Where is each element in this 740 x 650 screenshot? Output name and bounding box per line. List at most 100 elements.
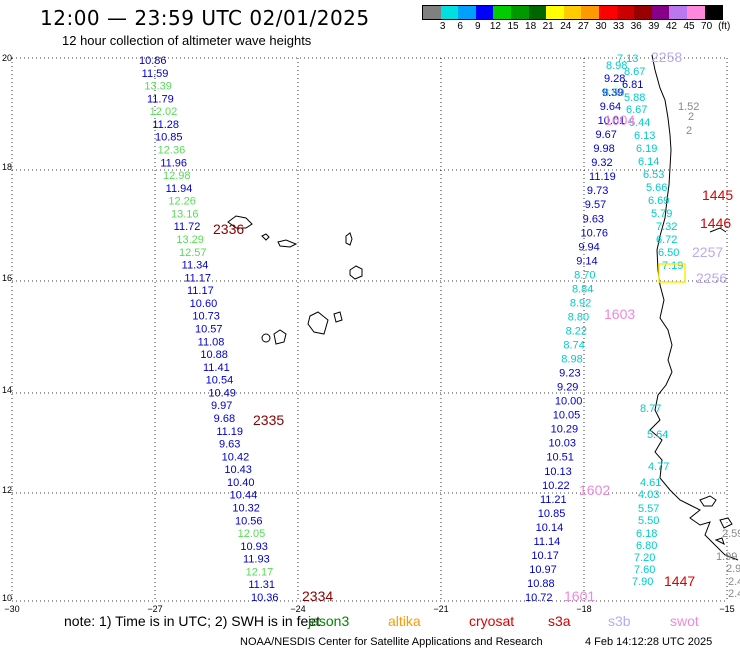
wave-height-value: 6.69 <box>648 195 669 207</box>
wave-height-value: 11.41 <box>203 362 230 374</box>
west-africa-coastline <box>649 54 739 561</box>
wave-height-value: 2.4 <box>728 588 740 600</box>
legend-swatch <box>528 6 547 19</box>
legend-swatch <box>686 6 705 19</box>
wave-height-value: 11.19 <box>589 171 616 183</box>
wave-height-value: 12.57 <box>179 247 207 259</box>
wave-height-value: 7.60 <box>634 564 655 576</box>
latitude-label: 10 <box>2 593 12 603</box>
pass-time-label: 1446 <box>700 215 731 231</box>
wave-height-value: 10.72 <box>525 592 553 604</box>
altimeter-pass-west: 10.8611.5913.3911.7912.0211.2810.8512.36… <box>139 55 279 604</box>
legend-swatch <box>546 6 564 19</box>
wave-height-value: 13.16 <box>171 208 199 220</box>
wave-height-value: 10.85 <box>155 132 183 144</box>
pass-time-label: 2336 <box>213 221 244 237</box>
wave-height-value: 10.44 <box>230 490 258 502</box>
wave-height-value: 10.03 <box>548 438 576 450</box>
wave-height-value: 10.93 <box>240 541 268 553</box>
wave-height-value: 9.98 <box>593 143 614 155</box>
wave-height-value: 11.19 <box>216 426 243 438</box>
wave-height-value: 10.32 <box>232 503 260 515</box>
legend-tick-label: 9 <box>475 21 481 32</box>
wave-height-value: 9.73 <box>587 185 608 197</box>
wave-height-value: 5.44 <box>629 117 650 129</box>
wave-height-value: 10.60 <box>190 298 218 310</box>
legend-tick-labels: 3 6 9 12 15 18 21 24 27 30 33 36 39 42 45 70 (ft) <box>422 20 730 34</box>
wave-height-value: 10.05 <box>553 410 581 422</box>
coastal-island <box>719 517 733 529</box>
legend-swatch <box>669 6 687 19</box>
pass-time-label: 1445 <box>702 187 733 203</box>
legend-tick-label: 33 <box>613 21 625 32</box>
coastal-island <box>714 537 725 545</box>
pass-time-label: 2334 <box>302 588 333 604</box>
legend-swatch <box>634 6 652 19</box>
legend-color-bar <box>422 5 724 20</box>
pass-time-labels: 2336 2335 2334 2258 1604 1445 1446 2257 2256 1603… <box>213 49 733 604</box>
latitude-label: 16 <box>2 273 12 283</box>
wave-height-value: 8.50 <box>603 87 624 99</box>
wave-height-value: 11.96 <box>160 157 187 169</box>
generation-timestamp: 4 Feb 14:12:28 UTC 2025 <box>585 636 713 648</box>
latitude-label: 18 <box>2 162 12 172</box>
wave-height-value: 5.57 <box>638 503 659 515</box>
wave-height-value: 7.90 <box>632 576 653 588</box>
wave-height-value: 9.23 <box>559 368 580 380</box>
wave-height-value: 11.79 <box>147 93 174 105</box>
wave-height-value: 8.70 <box>574 269 595 281</box>
wave-height-value: 9.32 <box>591 157 612 169</box>
wave-height-value: 10.40 <box>227 477 255 489</box>
wave-height-value: 12.26 <box>168 196 196 208</box>
legend-swatch <box>616 6 635 19</box>
longitude-label: −21 <box>433 604 448 614</box>
wave-height-value: 5.88 <box>624 92 645 104</box>
wave-height-value: 11.59 <box>142 68 169 80</box>
cape-verde-island-maio <box>333 311 343 323</box>
satellite-label-cryosat: cryosat <box>469 613 515 629</box>
latitude-label: 14 <box>2 385 12 395</box>
latitude-label: 20 <box>2 53 12 63</box>
wave-height-value: 6.72 <box>656 234 677 246</box>
longitude-label: −18 <box>576 604 591 614</box>
wave-height-value: 1.99 <box>716 551 737 563</box>
wave-height-value: 2.59 <box>722 528 740 540</box>
wave-height-value: 4.61 <box>640 477 661 489</box>
wave-height-value: 12.02 <box>150 106 178 118</box>
wave-height-value: 11.94 <box>166 183 193 195</box>
wave-height-value: 10.76 <box>581 227 609 239</box>
wave-height-value: 6.80 <box>636 540 657 552</box>
wave-height-value: 6.13 <box>634 130 655 142</box>
wave-height-value: 9.39 <box>602 87 623 99</box>
legend-tick-label: 12 <box>489 21 501 32</box>
pass-time-label: 2335 <box>253 412 284 428</box>
wave-height-value: 6.81 <box>622 79 643 91</box>
legend-swatch <box>475 6 494 19</box>
pass-time-label: 1602 <box>579 482 610 498</box>
legend-tick-label: 3 <box>439 21 446 32</box>
wave-height-value: 11.28 <box>152 119 179 131</box>
legend-tick-label: 39 <box>648 21 660 32</box>
pass-time-label: 1447 <box>664 573 695 589</box>
wave-height-value: 6.18 <box>636 528 657 540</box>
wave-height-value: 9.29 <box>557 382 578 394</box>
wave-height-value: 10.97 <box>529 564 557 576</box>
pass-time-label: 2256 <box>696 270 727 286</box>
wave-height-value: 10.88 <box>527 578 555 590</box>
legend-swatch <box>440 6 459 19</box>
wave-height-value: 2.9 <box>726 563 740 575</box>
satellite-label-altika: altika <box>388 613 421 629</box>
wave-height-value: 12.05 <box>238 528 266 540</box>
legend-swatch <box>563 6 582 19</box>
legend-swatch <box>458 6 476 19</box>
wave-height-value: 10.17 <box>531 550 559 562</box>
legend-swatch <box>510 6 529 19</box>
longitude-label: −27 <box>147 604 162 614</box>
wave-height-value: 8.98 <box>561 354 582 366</box>
wave-height-value: 6.50 <box>658 247 679 259</box>
wave-height-value: 8.77 <box>640 403 661 415</box>
wave-height-value: 4.03 <box>638 489 659 501</box>
wave-height-value: 10.43 <box>224 464 252 476</box>
